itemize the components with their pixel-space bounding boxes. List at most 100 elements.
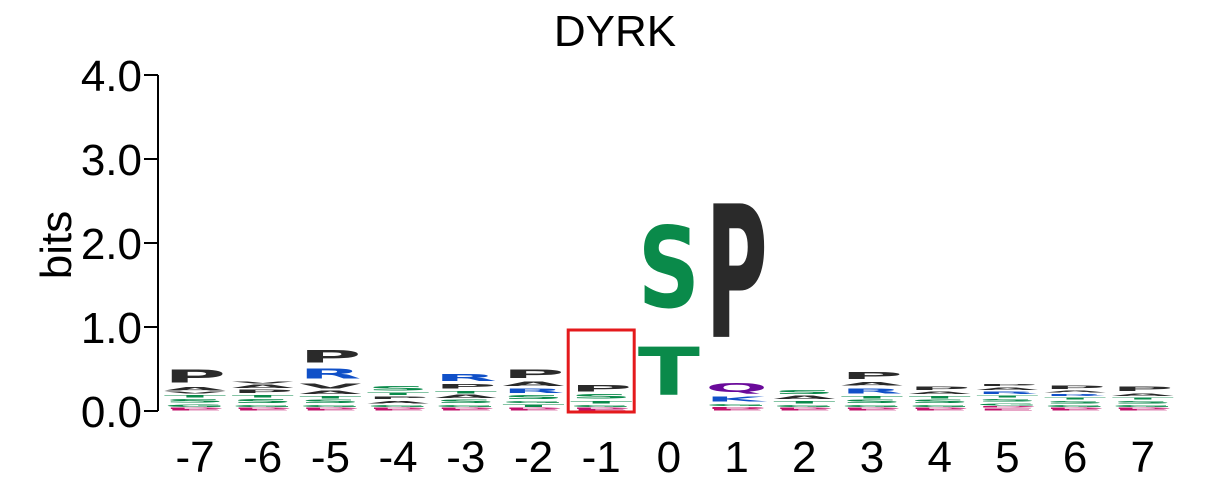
logo-letter-T: T — [435, 390, 497, 394]
logo-letter-E: E — [706, 409, 768, 411]
logo-letter-E: E — [976, 408, 1038, 411]
logo-letter-G: G — [164, 403, 226, 407]
logo-letter-T: T — [773, 400, 835, 404]
logo-letter-E: E — [909, 409, 971, 411]
logo-letter-P: P — [706, 167, 768, 380]
logo-letter-D: D — [503, 408, 565, 410]
logo-letter-A: A — [503, 381, 565, 388]
logo-letter-E: E — [1044, 409, 1106, 411]
logo-letter-A: A — [435, 394, 497, 399]
logo-letter-S: S — [164, 398, 226, 403]
logo-letter-R: R — [299, 366, 361, 381]
logo-letter-E: E — [435, 409, 497, 411]
logo-letter-E: E — [299, 409, 361, 411]
logo-letter-P: P — [570, 383, 632, 393]
logo-letter-G: G — [976, 403, 1038, 406]
logo-letter-P: P — [502, 368, 564, 381]
y-tick-label: 0.0 — [81, 388, 142, 437]
logo-letter-G: G — [232, 404, 294, 407]
logo-letter-S: S — [909, 399, 971, 404]
logo-letter-P: P — [435, 383, 497, 390]
logo-letter-R: R — [1044, 393, 1106, 396]
logo-letter-G: G — [435, 404, 497, 407]
chart-title: DYRK — [554, 7, 676, 56]
logo-letter-R: R — [503, 388, 565, 395]
logo-letter-S: S — [299, 399, 361, 404]
logo-letter-A: A — [976, 387, 1038, 391]
logo-letter-D: D — [909, 408, 971, 410]
logo-letter-A: A — [367, 400, 429, 404]
y-tick-label: 4.0 — [81, 52, 142, 101]
x-tick-label: 1 — [724, 433, 748, 482]
logo-letter-T: T — [367, 392, 429, 396]
logo-letter-G: G — [367, 404, 429, 407]
logo-letter-D: D — [435, 408, 497, 410]
x-tick-label: 0 — [657, 433, 681, 482]
logo-letter-D: D — [232, 408, 294, 410]
x-tick-label: -4 — [379, 433, 418, 482]
logo-letter-E: E — [773, 409, 835, 411]
logo-letter-G: G — [773, 404, 835, 407]
logo-letter-A: A — [232, 384, 294, 389]
x-tick-label: -1 — [582, 433, 621, 482]
x-tick-label: -5 — [311, 433, 350, 482]
x-tick-label: 4 — [927, 433, 951, 482]
x-tick-label: -7 — [175, 433, 214, 482]
logo-letter-G: G — [502, 400, 564, 403]
logo-letter-S: S — [1044, 400, 1106, 404]
y-axis-label: bits — [32, 211, 81, 279]
logo-letter-D: D — [164, 408, 226, 410]
logo-letter-V: V — [164, 392, 226, 395]
logo-letter-S: S — [367, 385, 429, 392]
logo-letter-T: T — [570, 400, 632, 404]
logo-letter-D: D — [367, 408, 429, 410]
y-tick-label: 1.0 — [81, 304, 142, 353]
logo-letter-D: D — [841, 408, 903, 410]
logo-letter-E: E — [570, 409, 632, 411]
x-tick-label: -6 — [243, 433, 282, 482]
logo-letter-E: E — [1112, 409, 1174, 411]
logo-letter-D: D — [1112, 408, 1174, 410]
x-tick-label: 7 — [1131, 433, 1155, 482]
logo-letter-D: D — [299, 408, 361, 410]
logo-letter-E: E — [503, 409, 565, 411]
logo-letter-E: E — [164, 409, 226, 411]
highlight-layer — [566, 328, 636, 414]
logo-letter-A: A — [1044, 390, 1106, 393]
logo-letter-V: V — [299, 382, 361, 390]
x-tick-label: -2 — [514, 433, 553, 482]
logo-letter-S: S — [435, 399, 497, 404]
x-axis-ticks: -7 -6 -5 -4 -3 -2 -1 0 1 2 3 4 5 6 7 — [175, 433, 1155, 482]
x-tick-label: 2 — [792, 433, 816, 482]
y-axis: 0.0 1.0 2.0 3.0 4.0 — [81, 52, 159, 437]
x-tick-label: -3 — [446, 433, 485, 482]
logo-letter-G: G — [570, 404, 632, 407]
logo-letter-A: A — [773, 395, 835, 400]
logo-letter-G: G — [909, 404, 971, 407]
logo-letter-S: S — [841, 399, 903, 404]
logo-letter-G: G — [1044, 404, 1106, 407]
logo-letter-A: A — [841, 382, 903, 387]
y-tick-label: 3.0 — [81, 136, 142, 185]
logo-letter-D: D — [773, 408, 835, 410]
logo-letter-S: S — [1112, 400, 1174, 404]
logo-letter-G: G — [299, 404, 361, 407]
logo-letter-G: G — [1112, 404, 1174, 407]
logo-letter-S: S — [773, 389, 835, 395]
logo-letter-P: P — [841, 370, 903, 382]
logo-letter-T: T — [909, 395, 971, 399]
logo-letter-D: D — [706, 407, 768, 409]
logo-letter-G: G — [841, 404, 903, 407]
x-tick-label: 3 — [860, 433, 884, 482]
logo-letter-R: R — [841, 387, 903, 395]
logo-letter-P: P — [1044, 385, 1106, 390]
logo-letter-A: A — [164, 387, 226, 392]
logo-letter-E: E — [367, 409, 429, 411]
logo-letter-D: D — [976, 406, 1038, 408]
logo-letter-A: A — [299, 390, 361, 395]
logo-letter-K: K — [706, 395, 768, 403]
logo-letter-G: G — [706, 403, 768, 406]
logo-letter-P: P — [909, 386, 971, 391]
logo-letter-P: P — [976, 383, 1038, 386]
